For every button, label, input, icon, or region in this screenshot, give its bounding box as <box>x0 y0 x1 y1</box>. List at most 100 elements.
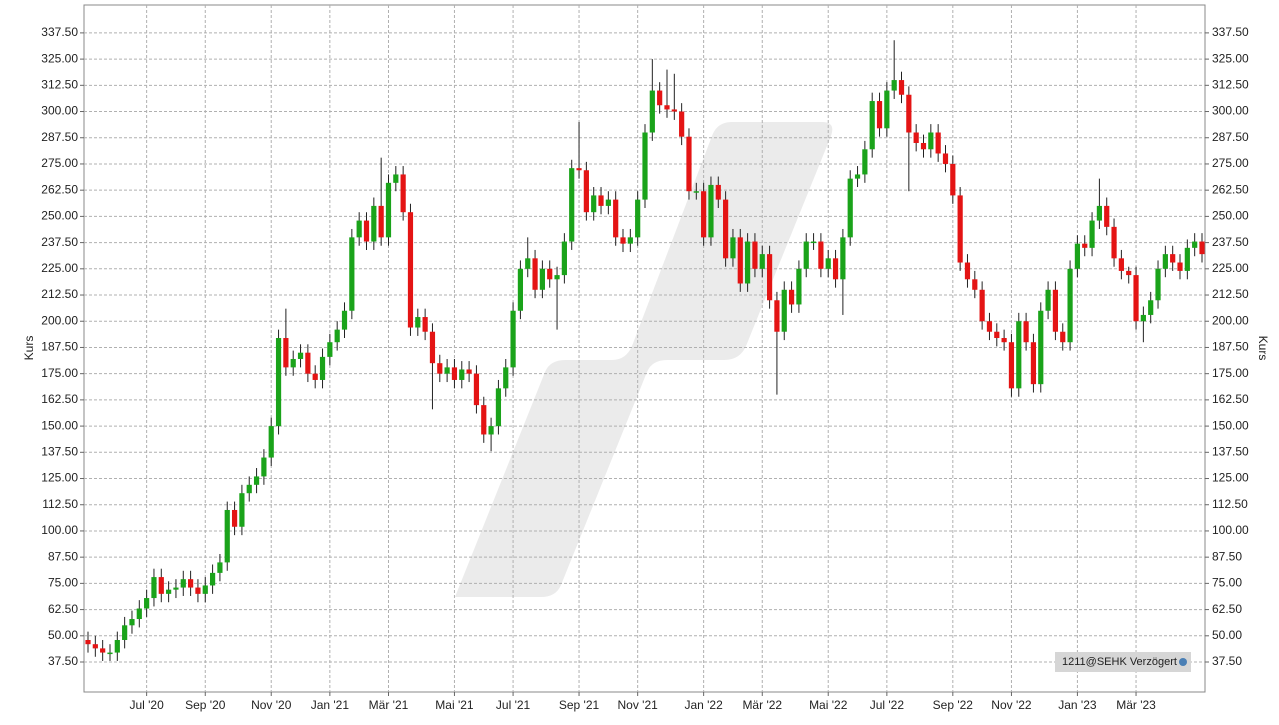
candle-body <box>884 90 890 129</box>
candles <box>85 40 1205 661</box>
y-tick-label: 137.50 <box>41 444 78 458</box>
candle-body <box>290 358 296 368</box>
candle-body <box>1096 205 1102 221</box>
candle-body <box>510 310 516 368</box>
x-tick-label: Jan '23 <box>1058 698 1097 712</box>
candle-body <box>407 212 414 328</box>
candle-body <box>847 178 853 238</box>
y-tick-label: 225.00 <box>41 261 78 275</box>
candle-body <box>803 241 809 269</box>
candle-body <box>422 317 428 332</box>
y2-axis-label: Kurs <box>1256 336 1270 361</box>
x-tick-label: Jul '22 <box>870 698 905 712</box>
candle-body <box>1001 338 1007 343</box>
candle-body <box>935 132 941 154</box>
candle-body <box>547 268 553 280</box>
candle-body <box>429 331 436 364</box>
x-tick-label: Jul '20 <box>129 698 164 712</box>
y2-tick-label: 237.50 <box>1212 235 1249 249</box>
candle-body <box>730 237 736 259</box>
y-tick-label: 312.50 <box>41 77 78 91</box>
candle-body <box>209 572 216 586</box>
y2-tick-label: 62.50 <box>1212 602 1242 616</box>
candle-body <box>1074 243 1081 269</box>
candle-body <box>393 174 399 183</box>
x-tick-label: Mär '21 <box>369 698 409 712</box>
candle-body <box>679 111 685 137</box>
y-tick-label: 75.00 <box>48 576 78 590</box>
candle-body <box>378 205 384 238</box>
candle-body <box>188 579 194 588</box>
candle-body <box>349 237 355 311</box>
candle-body <box>466 369 472 374</box>
candle-body <box>305 352 311 374</box>
y-tick-label: 337.50 <box>41 25 78 39</box>
candle-body <box>686 136 692 192</box>
candle-body <box>488 426 494 435</box>
candle-body <box>356 220 362 238</box>
candle-body <box>400 174 406 213</box>
candle-body <box>693 191 699 193</box>
y2-tick-label: 212.50 <box>1212 287 1249 301</box>
candle-body <box>1133 275 1139 322</box>
y2-tick-label: 275.00 <box>1212 156 1249 170</box>
candle-body <box>1060 331 1066 343</box>
candle-body <box>151 577 157 599</box>
candle-body <box>525 258 531 269</box>
candle-body <box>253 476 260 485</box>
candle-body <box>444 367 450 374</box>
candle-body <box>1052 289 1059 332</box>
y-tick-label: 37.50 <box>48 654 78 668</box>
candle-body <box>979 289 985 322</box>
candle-body <box>481 405 487 435</box>
candle-body <box>1089 220 1095 248</box>
candle-body <box>957 195 963 263</box>
candle-body <box>144 598 150 609</box>
candle-body <box>451 367 458 380</box>
x-tick-label: Jan '21 <box>311 698 350 712</box>
candle-body <box>224 509 230 563</box>
badge-text: 1211@SEHK Verzögert <box>1062 656 1177 668</box>
candle-body <box>180 579 186 588</box>
candle-body <box>561 241 567 276</box>
candle-body <box>598 195 604 206</box>
candle-body <box>759 254 765 269</box>
candle-body <box>627 237 633 244</box>
y2-tick-label: 262.50 <box>1212 182 1249 196</box>
candle-body <box>246 484 252 494</box>
candle-body <box>583 170 589 213</box>
x-tick-label: Sep '22 <box>933 698 974 712</box>
candle-body <box>283 338 289 368</box>
badge-icon <box>1179 658 1187 666</box>
y2-tick-label: 137.50 <box>1212 444 1249 458</box>
candle-body <box>239 493 245 527</box>
candle-body <box>1140 314 1146 322</box>
candle-body <box>173 587 179 590</box>
candle-body <box>312 373 318 380</box>
candle-body <box>664 105 670 110</box>
y-tick-label: 212.50 <box>41 287 78 301</box>
x-tick-label: Nov '22 <box>991 698 1032 712</box>
y-tick-label: 112.50 <box>42 497 78 511</box>
candle-body <box>217 562 223 573</box>
y2-tick-label: 312.50 <box>1212 77 1249 91</box>
candle-body <box>964 262 971 280</box>
y-tick-label: 187.50 <box>41 340 78 354</box>
candle-body <box>473 373 480 406</box>
candle-body <box>327 342 333 357</box>
x-tick-label: Mär '23 <box>1116 698 1156 712</box>
candle-body <box>840 237 846 280</box>
candle-body <box>100 648 106 653</box>
candle-body <box>737 237 743 284</box>
x-tick-label: Jan '22 <box>684 698 723 712</box>
candle-body <box>136 608 142 620</box>
candle-body <box>854 174 861 179</box>
y-axis-label: Kurs <box>22 336 36 361</box>
candle-body <box>129 619 135 626</box>
candle-body <box>385 182 392 238</box>
candle-body <box>642 132 648 200</box>
candle-body <box>986 321 993 332</box>
y2-tick-label: 187.50 <box>1212 340 1249 354</box>
candle-body <box>231 509 238 527</box>
candle-body <box>268 426 274 458</box>
